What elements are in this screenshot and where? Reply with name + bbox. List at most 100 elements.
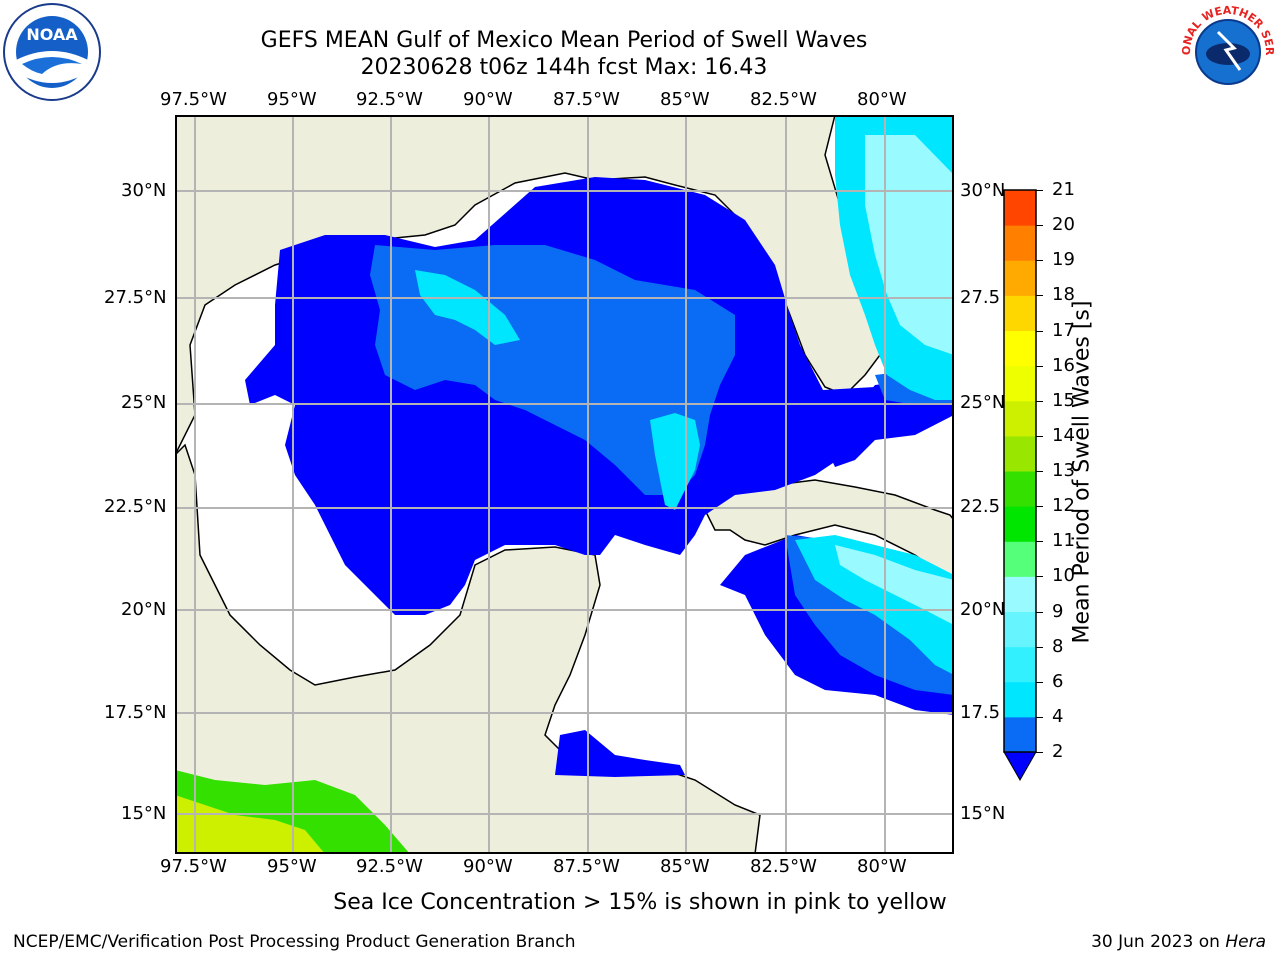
footer-date-text: 30 Jun 2023 on	[1091, 932, 1226, 952]
lon-tick-bottom: 97.5°W	[160, 856, 227, 877]
chart-title: GEFS MEAN Gulf of Mexico Mean Period of …	[260, 28, 868, 53]
colorbar-tick-label: 11	[1052, 530, 1075, 552]
footer-credit: NCEP/EMC/Verification Post Processing Pr…	[13, 932, 576, 952]
colorbar-tick-mark	[1036, 716, 1043, 718]
national-weather-service-logo: NATIONAL WEATHER SERVICE	[1178, 2, 1276, 100]
colorbar-tick-mark	[1036, 400, 1043, 402]
colorbar-tick-label: 6	[1052, 670, 1064, 692]
lon-tick-bottom: 85°W	[660, 856, 710, 877]
colorbar-tick-label: 20	[1052, 214, 1075, 236]
lon-tick-top: 87.5°W	[553, 89, 620, 110]
lon-tick-top: 85°W	[660, 89, 710, 110]
colorbar-tick-mark	[1036, 260, 1043, 262]
colorbar-tick-label: 12	[1052, 495, 1075, 517]
lon-tick-top: 97.5°W	[160, 89, 227, 110]
lat-tick-right: 30°N	[960, 180, 1006, 201]
colorbar-tick-mark	[1036, 225, 1043, 227]
lon-tick-top: 90°W	[463, 89, 513, 110]
colorbar-tick-mark	[1036, 506, 1043, 508]
colorbar-tick-label: 15	[1052, 389, 1075, 411]
colorbar-tick-label: 18	[1052, 284, 1075, 306]
colorbar-tick-mark	[1036, 611, 1043, 613]
lat-tick-right: 27.5	[960, 287, 1001, 308]
map-frame	[175, 115, 954, 854]
colorbar-tick-mark	[1036, 576, 1043, 578]
colorbar-label: Mean Period of Swell Waves [s]	[1069, 300, 1095, 644]
colorbar-tick-label: 13	[1052, 460, 1075, 481]
colorbar-tick-label: 21	[1052, 179, 1075, 200]
colorbar-block	[1004, 681, 1036, 718]
footer-host: Hera	[1225, 932, 1266, 952]
colorbar-block	[1004, 295, 1036, 331]
lat-tick-left: 17.5°N	[104, 702, 167, 723]
swell-field-pacific-yellow	[175, 795, 325, 854]
swell-period-map	[175, 115, 954, 854]
colorbar-tick-mark	[1036, 330, 1043, 332]
svg-text:NOAA: NOAA	[26, 25, 78, 44]
colorbar-block	[1004, 646, 1036, 683]
colorbar-tick-label: 9	[1052, 600, 1064, 622]
colorbar-tick-mark	[1036, 190, 1043, 191]
colorbar-tick-mark	[1036, 752, 1043, 753]
colorbar-block	[1004, 400, 1036, 437]
colorbar-block	[1004, 471, 1036, 507]
lon-tick-bottom: 92.5°W	[356, 856, 423, 877]
map-grid	[175, 115, 954, 854]
colorbar-block	[1004, 611, 1036, 648]
chart-subtitle: 20230628 t06z 144h fcst Max: 16.43	[360, 55, 768, 80]
colorbar-tick-mark	[1036, 541, 1043, 543]
colorbar-block	[1004, 365, 1036, 402]
swell-field-cyan	[415, 270, 520, 345]
lat-tick-right: 22.5	[960, 496, 1001, 517]
lon-tick-top: 82.5°W	[750, 89, 817, 110]
lon-tick-bottom: 90°W	[463, 856, 513, 877]
lat-tick-left: 25°N	[121, 392, 167, 413]
lat-tick-right: 15°N	[960, 803, 1006, 824]
sea-ice-caption: Sea Ice Concentration > 15% is shown in …	[333, 890, 947, 915]
colorbar-tick-label: 8	[1052, 635, 1064, 657]
colorbar-block	[1004, 576, 1036, 612]
colorbar-block	[1004, 330, 1036, 367]
colorbar-tick-label: 19	[1052, 249, 1075, 271]
colorbar-block	[1004, 716, 1036, 753]
lon-tick-bottom: 95°W	[267, 856, 317, 877]
colorbar-tick-mark	[1036, 646, 1043, 648]
colorbar-block	[1004, 506, 1036, 542]
colorbar-block	[1004, 260, 1036, 296]
lat-tick-left: 27.5°N	[104, 287, 167, 308]
colorbar-tick-label: 4	[1052, 705, 1064, 727]
lon-tick-top: 95°W	[267, 89, 317, 110]
swell-field-light-cyan-caribbean	[835, 545, 954, 625]
colorbar-tick-label: 10	[1052, 565, 1075, 587]
lat-tick-left: 30°N	[121, 180, 167, 201]
colorbar	[1003, 189, 1037, 782]
colorbar-tick-label: 16	[1052, 354, 1075, 376]
footer-date: 30 Jun 2023 on Hera	[1091, 932, 1266, 952]
lat-tick-left: 15°N	[121, 803, 167, 824]
lon-tick-top: 92.5°W	[356, 89, 423, 110]
colorbar-under-triangle	[1003, 751, 1037, 782]
colorbar-tick-label: 14	[1052, 424, 1075, 446]
colorbar-block	[1004, 190, 1036, 226]
colorbar-tick-label: 17	[1052, 319, 1075, 341]
lat-tick-left: 22.5°N	[104, 496, 167, 517]
lon-tick-bottom: 80°W	[857, 856, 907, 877]
lon-tick-bottom: 87.5°W	[553, 856, 620, 877]
noaa-logo: NOAA	[3, 3, 101, 101]
colorbar-block	[1004, 541, 1036, 577]
colorbar-block	[1004, 225, 1036, 261]
colorbar-tick-mark	[1036, 365, 1043, 367]
colorbar-tick-mark	[1036, 295, 1043, 297]
colorbar-tick-label: 2	[1052, 741, 1064, 762]
lat-tick-right: 17.5	[960, 702, 1001, 723]
colorbar-tick-mark	[1036, 471, 1043, 472]
colorbar-block	[1004, 435, 1036, 472]
colorbar-tick-mark	[1036, 681, 1043, 683]
lon-tick-top: 80°W	[857, 89, 907, 110]
lat-tick-right: 25°N	[960, 392, 1006, 413]
lat-tick-left: 20°N	[121, 599, 167, 620]
lat-tick-right: 20°N	[960, 599, 1006, 620]
lon-tick-bottom: 82.5°W	[750, 856, 817, 877]
swell-field-cyan-center	[650, 413, 700, 510]
colorbar-tick-mark	[1036, 435, 1043, 437]
